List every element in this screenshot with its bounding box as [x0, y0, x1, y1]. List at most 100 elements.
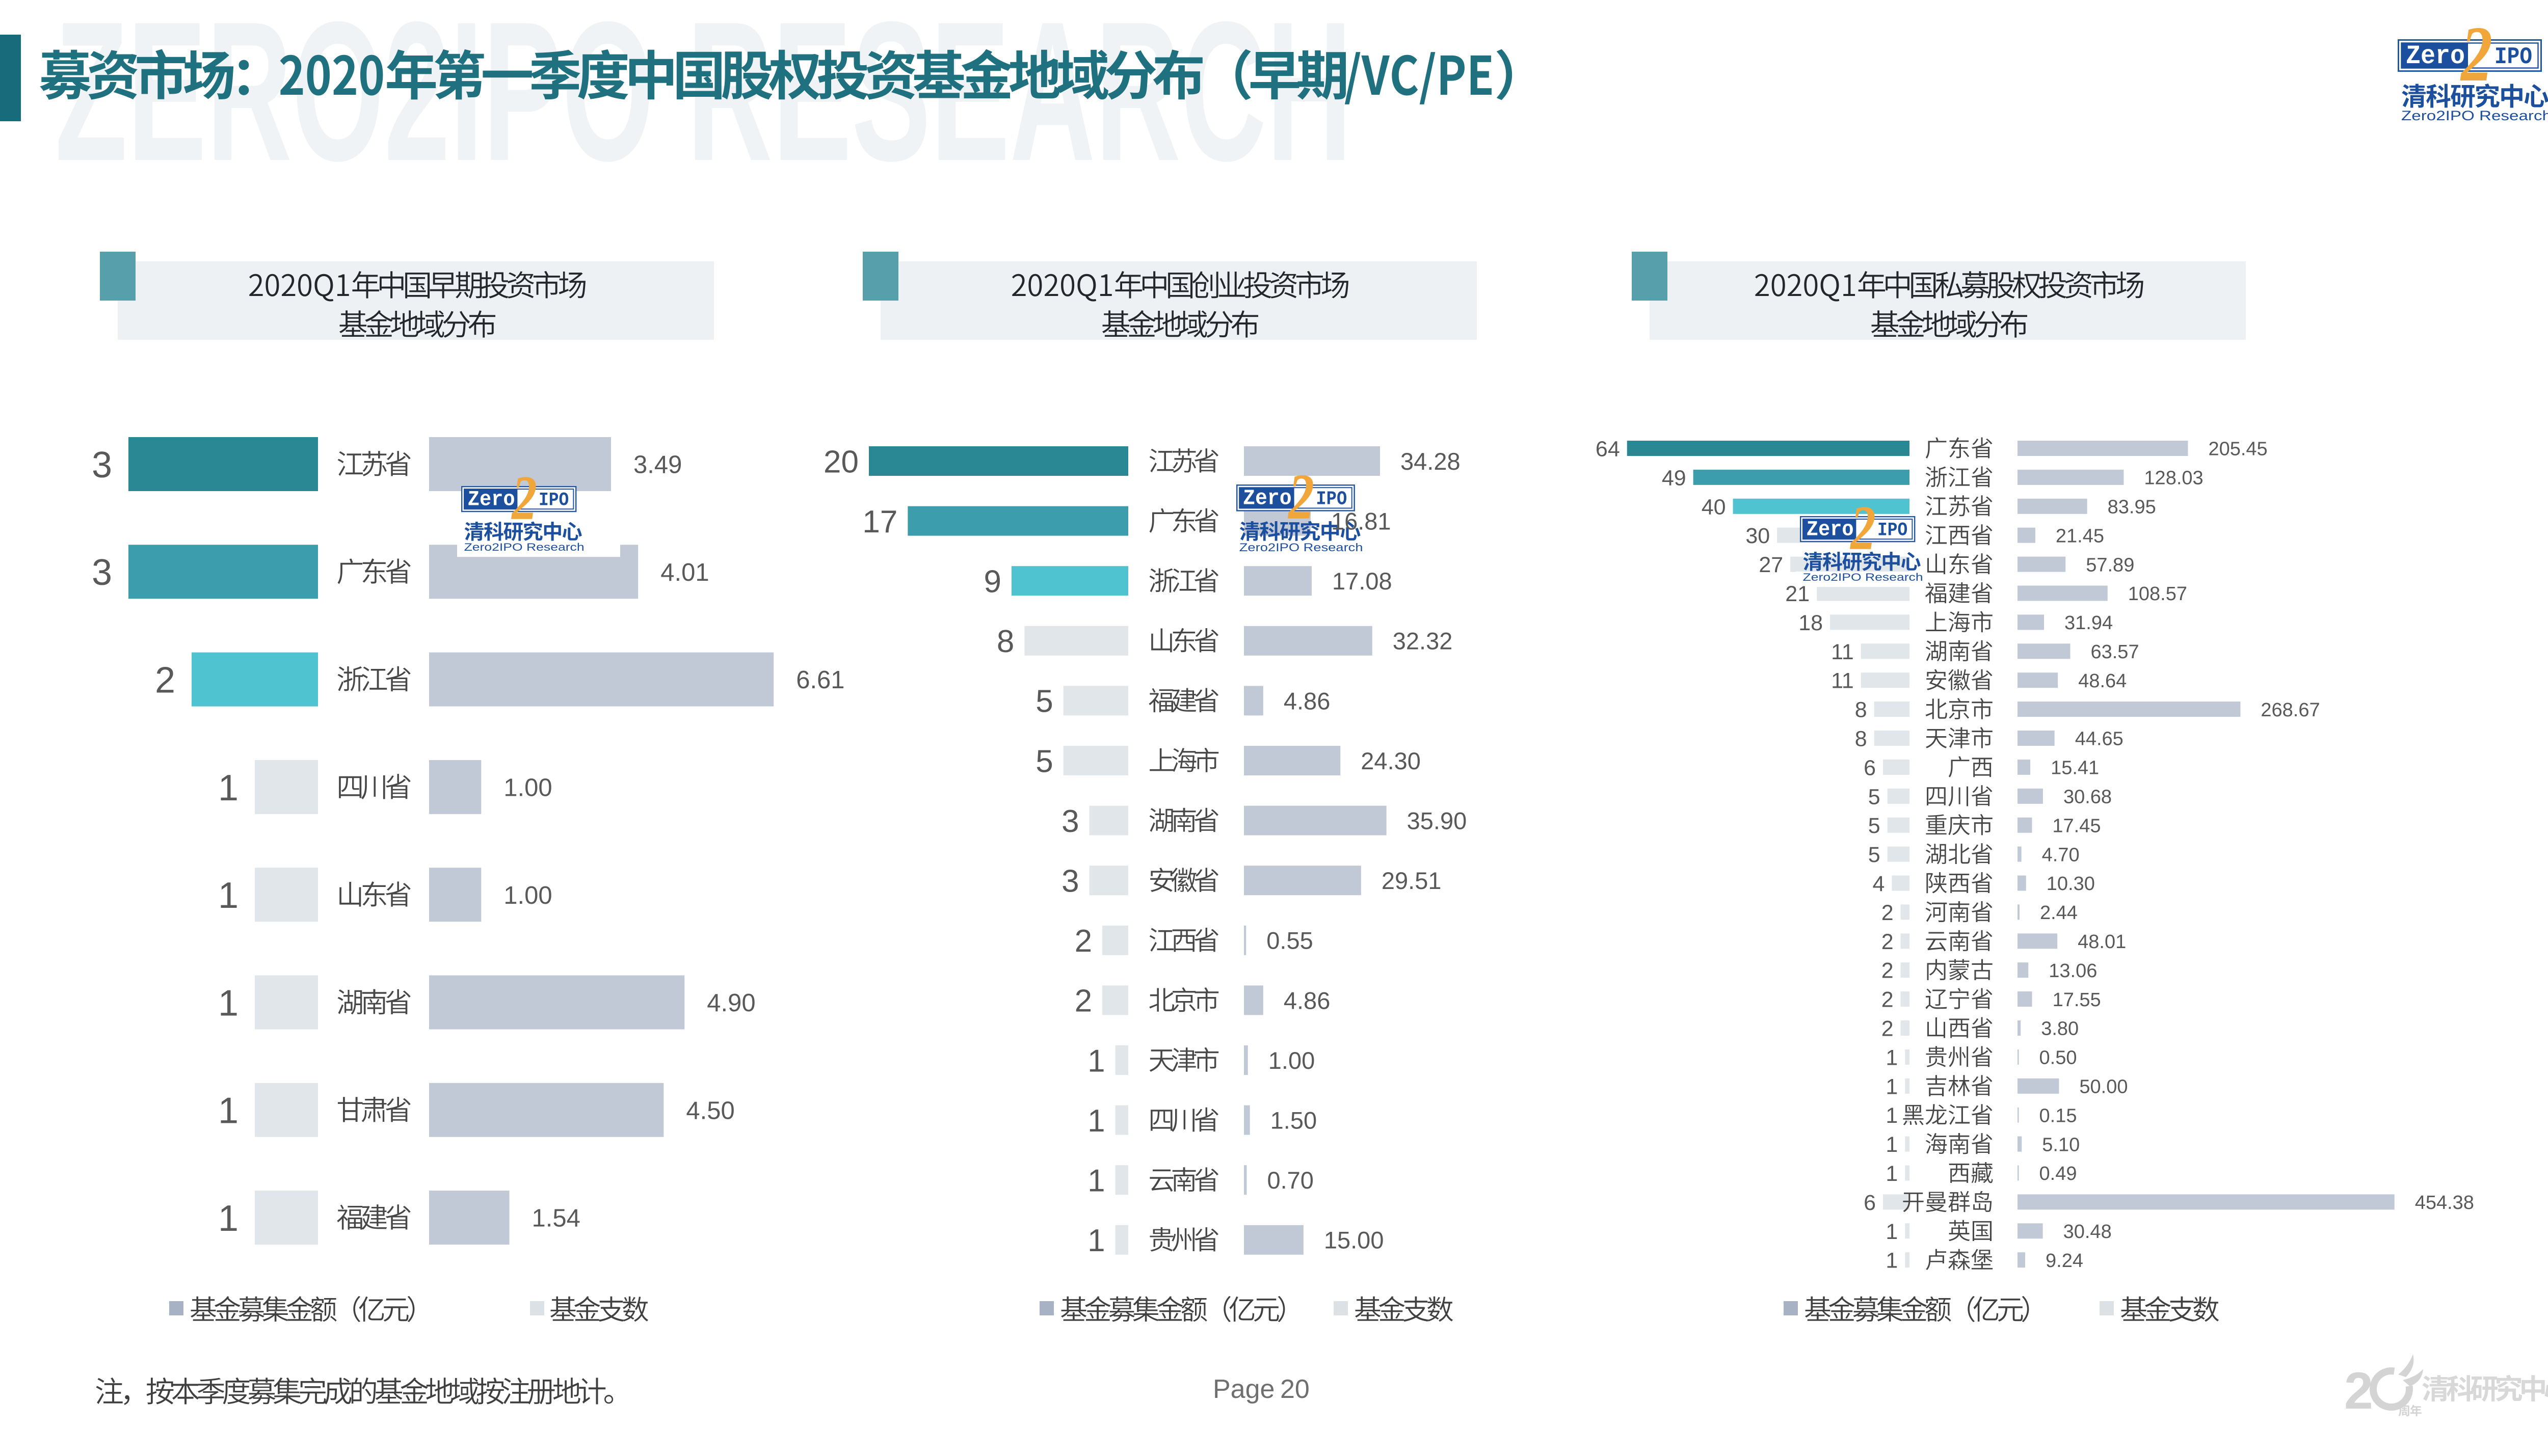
svg-text:1.54: 1.54	[532, 1205, 580, 1232]
svg-text:1.00: 1.00	[503, 882, 552, 909]
svg-text:2: 2	[1881, 930, 1894, 954]
svg-text:1: 1	[1886, 1045, 1898, 1070]
svg-text:18: 18	[1798, 611, 1823, 635]
svg-text:3: 3	[92, 552, 112, 593]
svg-text:21.45: 21.45	[2056, 525, 2104, 547]
svg-text:50.00: 50.00	[2079, 1076, 2128, 1097]
svg-text:30.48: 30.48	[2063, 1221, 2112, 1243]
svg-text:3.49: 3.49	[633, 451, 682, 479]
svg-text:48.01: 48.01	[2078, 931, 2126, 953]
svg-text:5.10: 5.10	[2042, 1134, 2080, 1155]
svg-text:3: 3	[92, 445, 112, 486]
svg-text:63.57: 63.57	[2090, 641, 2139, 663]
svg-text:6.61: 6.61	[796, 666, 844, 694]
svg-text:0.49: 0.49	[2039, 1163, 2077, 1184]
svg-text:20: 20	[1280, 1374, 1310, 1404]
svg-text:1: 1	[218, 983, 238, 1023]
svg-text:4.50: 4.50	[686, 1097, 734, 1124]
svg-text:5: 5	[1868, 843, 1880, 867]
svg-text:2: 2	[1881, 901, 1894, 925]
svg-text:Zero: Zero	[1807, 518, 1854, 542]
svg-text:268.67: 268.67	[2261, 699, 2320, 721]
svg-text:3.80: 3.80	[2041, 1018, 2079, 1040]
svg-text:15.41: 15.41	[2051, 758, 2099, 779]
svg-text:83.95: 83.95	[2108, 496, 2156, 518]
svg-text:5: 5	[1036, 684, 1053, 719]
svg-text:44.65: 44.65	[2075, 729, 2124, 750]
svg-text:11: 11	[1831, 640, 1854, 664]
svg-text:1: 1	[218, 875, 238, 916]
svg-text:0.50: 0.50	[2039, 1047, 2077, 1069]
svg-text:2: 2	[1881, 959, 1894, 983]
svg-text:4: 4	[1872, 872, 1885, 896]
svg-text:454.38: 454.38	[2415, 1192, 2474, 1214]
svg-text:5: 5	[1868, 814, 1880, 838]
svg-text:9: 9	[984, 564, 1001, 600]
svg-text:IPO: IPO	[539, 490, 569, 511]
svg-text:6: 6	[1864, 756, 1876, 780]
svg-text:1: 1	[1886, 1133, 1898, 1157]
svg-text:29.51: 29.51	[1382, 867, 1442, 894]
svg-text:IPO: IPO	[1877, 520, 1907, 542]
svg-text:64: 64	[1596, 437, 1620, 461]
svg-text:4.86: 4.86	[1284, 987, 1330, 1014]
svg-text:Zero: Zero	[1243, 486, 1291, 511]
svg-text:2: 2	[1881, 988, 1894, 1012]
svg-text:1: 1	[1886, 1162, 1898, 1186]
svg-text:31.94: 31.94	[2064, 612, 2113, 634]
svg-text:1.00: 1.00	[503, 774, 552, 802]
svg-text:3: 3	[1061, 864, 1079, 899]
svg-text:IPO: IPO	[1316, 489, 1347, 510]
svg-text:2: 2	[155, 660, 175, 701]
svg-text:205.45: 205.45	[2208, 439, 2267, 460]
svg-text:1: 1	[1886, 1220, 1898, 1244]
svg-text:21: 21	[1785, 582, 1810, 606]
svg-text:5: 5	[1036, 744, 1053, 779]
svg-text:1: 1	[1087, 1043, 1105, 1078]
svg-text:3: 3	[1061, 804, 1079, 839]
svg-text:4.70: 4.70	[2042, 844, 2080, 866]
svg-text:ZERO2IPO RESEARCH: ZERO2IPO RESEARCH	[55, 0, 1352, 202]
svg-text:35.90: 35.90	[1407, 807, 1467, 834]
svg-text:IPO: IPO	[2494, 44, 2532, 70]
svg-text:2: 2	[2344, 1362, 2373, 1420]
svg-text:6: 6	[1864, 1191, 1876, 1215]
svg-text:17: 17	[862, 504, 897, 540]
svg-text:10.30: 10.30	[2047, 873, 2095, 895]
svg-text:1: 1	[1886, 1074, 1898, 1099]
svg-text:1.50: 1.50	[1270, 1107, 1317, 1134]
svg-text:30.68: 30.68	[2063, 786, 2112, 807]
svg-text:1: 1	[1087, 1103, 1105, 1139]
svg-text:Zero2IPO Research: Zero2IPO Research	[2401, 108, 2548, 123]
svg-text:9.24: 9.24	[2046, 1250, 2083, 1272]
svg-text:11: 11	[1831, 669, 1854, 693]
svg-text:40: 40	[1702, 495, 1726, 519]
svg-text:27: 27	[1759, 553, 1783, 577]
svg-text:1: 1	[218, 1091, 238, 1131]
svg-text:8: 8	[1855, 698, 1867, 722]
svg-text:17.45: 17.45	[2052, 815, 2101, 837]
svg-text:0.70: 0.70	[1267, 1167, 1313, 1194]
svg-text:128.03: 128.03	[2144, 468, 2203, 489]
svg-text:Zero2IPO Research: Zero2IPO Research	[1239, 541, 1363, 554]
svg-text:4.01: 4.01	[660, 559, 709, 586]
svg-text:Zero2IPO Research: Zero2IPO Research	[1803, 571, 1923, 583]
svg-text:17.55: 17.55	[2053, 989, 2101, 1011]
svg-text:2.44: 2.44	[2040, 902, 2078, 924]
svg-text:8: 8	[997, 624, 1014, 659]
svg-text:2: 2	[1075, 924, 1092, 959]
svg-text:4.90: 4.90	[707, 989, 755, 1017]
svg-text:108.57: 108.57	[2128, 583, 2187, 605]
svg-text:2: 2	[1075, 984, 1092, 1019]
svg-text:49: 49	[1662, 466, 1686, 490]
svg-text:Zero2IPO Research: Zero2IPO Research	[464, 541, 585, 553]
svg-text:0.15: 0.15	[2039, 1105, 2077, 1126]
svg-text:16.81: 16.81	[1331, 508, 1391, 535]
svg-text:48.64: 48.64	[2078, 670, 2127, 692]
svg-text:5: 5	[1868, 785, 1880, 809]
svg-text:15.00: 15.00	[1324, 1227, 1384, 1254]
svg-text:1: 1	[218, 1198, 238, 1239]
svg-text:20: 20	[824, 444, 859, 479]
svg-text:Zero: Zero	[468, 488, 515, 512]
svg-text:24.30: 24.30	[1361, 747, 1421, 774]
